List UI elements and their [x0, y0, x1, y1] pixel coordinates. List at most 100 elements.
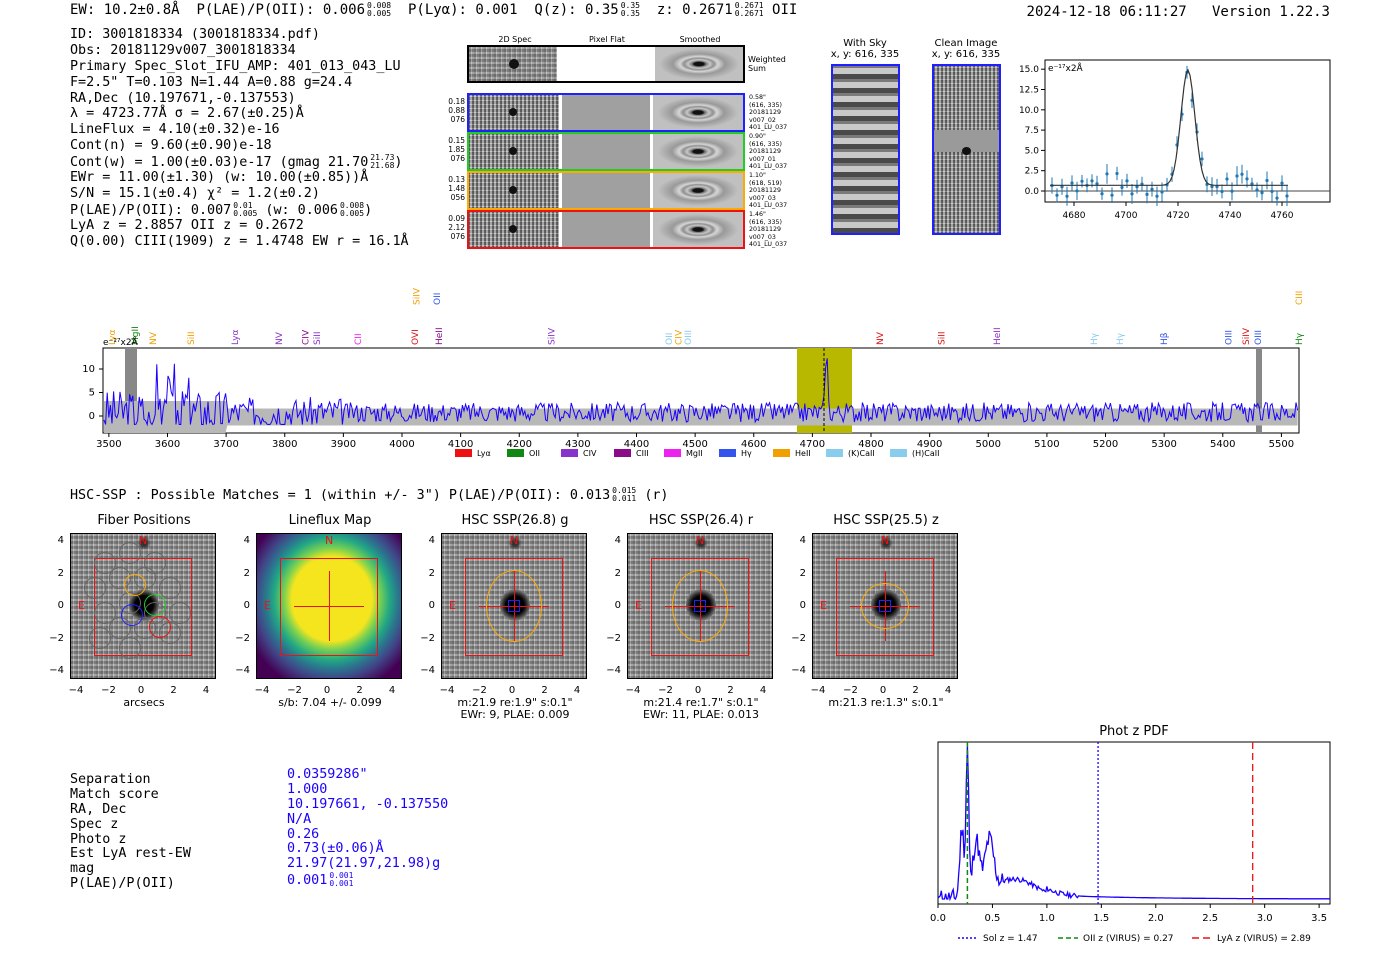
zoom-datapoint	[1135, 185, 1139, 189]
fs-ytick-label: 10	[82, 364, 95, 375]
info-plae-row: P(LAE)/P(OII): 0.007 0.01 0.005 (w: 0.006 0…	[70, 200, 373, 218]
fiber-circle	[159, 577, 181, 599]
fs-line-label: Lyα	[231, 329, 241, 345]
hsc-east-label: E	[820, 599, 827, 612]
info-contw-hi: 21.73	[370, 153, 395, 163]
hsc-east-label: E	[78, 599, 85, 612]
fiber-circle	[94, 602, 116, 624]
match-label: P(LAE)/P(OII)	[70, 876, 175, 892]
hsc-xtick-label: 2	[912, 685, 919, 696]
cutout-2d-spec	[469, 212, 559, 247]
zoom-datapoint	[1065, 194, 1069, 198]
hsc-xtick-label: 4	[759, 685, 767, 696]
cutout-separator	[650, 95, 653, 130]
photz-xtick-label: 2.0	[1148, 913, 1164, 924]
cutout-grid: 2D Spec Pixel Flat Smoothed Weighted Sum…	[448, 33, 825, 258]
zoom-unit-label: e⁻¹⁷x2Å	[1048, 62, 1084, 74]
zoom-yticks: 15.0 12.5 10.0 7.5 5.0 2.5 0.0	[1019, 65, 1045, 197]
cutout-row-right-value: 20181129	[749, 109, 782, 116]
hsc-ellipse	[861, 583, 909, 629]
cutout-row-right-value: v007_02	[749, 116, 776, 124]
zoom-ytick-label: 10.0	[1019, 106, 1039, 116]
fs-legend-swatch	[614, 449, 631, 457]
col-header-pixelflat: Pixel Flat	[589, 35, 625, 44]
hsc-cross-v	[329, 571, 330, 641]
fs-line-label: Hβ	[1160, 332, 1170, 345]
fs-line-label: OII	[665, 333, 675, 345]
cutout-2d-blob	[509, 186, 517, 194]
hsc-center-box	[508, 600, 520, 612]
fs-line-label: NV	[275, 331, 285, 345]
cutout-row-left-value: 0.13	[448, 175, 465, 184]
cutout-2d-blob	[509, 108, 517, 116]
cutout-2d-blob	[509, 147, 517, 155]
fs-xtick-label: 3700	[213, 439, 238, 450]
zoom-datapoint	[1220, 189, 1224, 194]
hsc-north-label: N	[325, 534, 334, 547]
clean-image-title: Clean Image x, y: 616, 335	[921, 38, 1011, 60]
cutout-row-left-value: 0.09	[448, 214, 465, 223]
fs-line-label: SiII	[937, 331, 947, 345]
zoom-datapoint	[1110, 193, 1114, 197]
zoom-datapoint	[1200, 157, 1204, 161]
cutout-row-frame	[467, 210, 745, 249]
zoom-datapoint	[1130, 192, 1134, 196]
match-value-row: 0.0359286"	[287, 767, 448, 783]
match-value-row: 10.197661, -0.137550	[287, 797, 448, 813]
fs-legend-swatch	[773, 449, 790, 457]
photz-plot: 0.0 0.5 1.0 1.5 2.0 2.5 3.0 3.5 Sol z = 1.47 OII…	[930, 741, 1331, 944]
info-contw-lo: 21.68	[370, 161, 395, 171]
match-value: 0.001	[287, 873, 328, 889]
match-value-row: 0.001 0.001 0.001	[287, 872, 448, 889]
fs-line-label: Hγ	[1090, 332, 1100, 345]
hsc-xtick-label: 4	[202, 685, 210, 696]
match-value: 0.26	[287, 826, 320, 842]
info-id: ID: 3001818334 (3001818334.pdf)	[70, 27, 320, 42]
col-header-smoothed: Smoothed	[679, 35, 721, 44]
cutout-row-left-value: 0.88	[448, 106, 465, 115]
hsc-ytick-label: 2	[428, 567, 435, 579]
cutout-row-left-values: 0.09 2.12 076	[443, 214, 465, 241]
cutout-separator	[559, 95, 562, 130]
fiber-circle-highlight	[149, 616, 171, 638]
fs-legend-swatch	[455, 449, 472, 457]
cutout-row-frame	[467, 171, 745, 210]
cutout-row-frame	[467, 93, 745, 132]
fs-legend-label: Hγ	[741, 449, 752, 458]
fs-legend-swatch	[664, 449, 681, 457]
hsc-title-band: (r)	[644, 488, 669, 503]
hsc-caption-line: EWr: 9, PLAE: 0.009	[460, 708, 570, 721]
fiber-circle	[119, 637, 141, 659]
fs-xtick-label: 4300	[565, 439, 590, 450]
match-value-bounds: 0.001 0.001	[329, 872, 353, 888]
fs-legend-label: HeII	[795, 449, 811, 458]
zoom-xtick-label: 4760	[1271, 211, 1294, 221]
zoom-ytick-label: 5.0	[1025, 146, 1040, 156]
clean-image-band	[934, 130, 999, 152]
cutout-row-right-value: (616, 335)	[749, 140, 782, 148]
zoom-xtick-label: 4740	[1219, 211, 1242, 221]
hsc-panel-title: Lineflux Map	[288, 513, 372, 528]
header-qz-lo: 0.35	[620, 9, 640, 18]
cutout-row-right-values: 1.10" (618, 519) 20181129 v007_03 401_LU_037	[749, 172, 809, 210]
cutout-row-left-values: 0.15 1.85 076	[443, 136, 465, 163]
zoom-datapoint	[1240, 172, 1244, 176]
zoom-datapoint	[1080, 179, 1084, 183]
fs-legend-label: Lyα	[477, 449, 491, 458]
zoom-datapoint	[1125, 179, 1129, 183]
info-params: F=2.5" T=0.103 N=1.44 A=0.88 g=24.4	[70, 74, 353, 90]
zoom-gaussian-fit	[1050, 68, 1288, 186]
weighted-smoothed	[655, 47, 743, 81]
zoom-datapoint	[1075, 189, 1079, 193]
fs-xtick-label: 5000	[976, 439, 1001, 450]
cutout-separator	[650, 134, 653, 169]
zoom-datapoint	[1275, 196, 1279, 200]
fiber-circle	[109, 617, 131, 639]
hsc-aperture-box	[651, 558, 749, 656]
hsc-caption-line: m:21.9 re:1.9" s:0.1"	[457, 696, 573, 709]
zoom-datapoint	[1060, 185, 1064, 189]
info-plae: P(LAE)/P(OII): 0.007	[70, 202, 232, 218]
cutout-row-right-value: 401_LU_037	[749, 202, 788, 209]
match-label: Spec z	[70, 816, 119, 832]
fs-line-label: Hγ	[1295, 332, 1305, 345]
